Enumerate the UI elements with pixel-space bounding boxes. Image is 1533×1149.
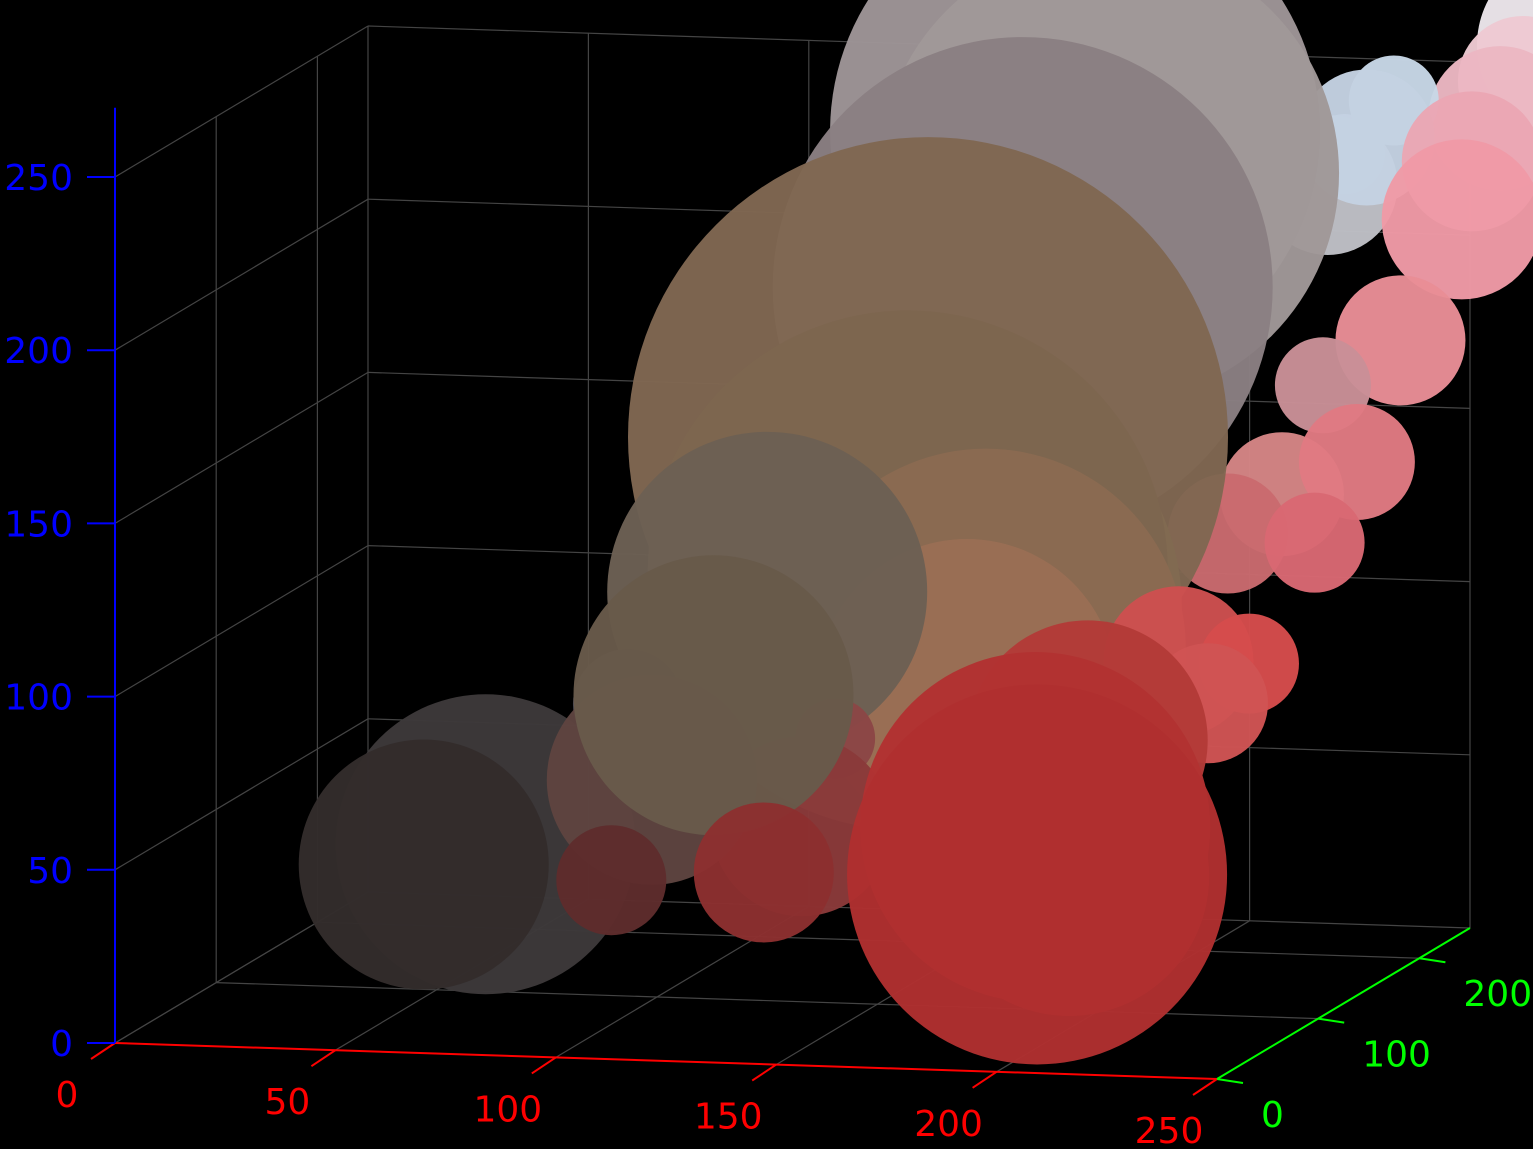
grid-line-side-z-2 [114, 545, 369, 698]
y-tick-label-2: 200 [1463, 974, 1532, 1015]
y-tick-0 [1216, 1078, 1244, 1084]
bubble-5 [556, 825, 667, 936]
x-tick-3 [751, 1063, 777, 1082]
x-tick-label-1: 50 [264, 1082, 310, 1123]
z-tick-label-3: 150 [4, 504, 73, 545]
x-tick-label-2: 100 [473, 1089, 542, 1130]
x-axis-line [114, 1042, 1218, 1080]
grid-line-side-z-5 [114, 25, 369, 178]
y-axis-line [1216, 927, 1471, 1080]
bubble-30 [1264, 492, 1365, 593]
grid-line-side-z-3 [114, 371, 369, 524]
x-tick-label-5: 250 [1135, 1111, 1204, 1149]
y-tick-label-0: 0 [1261, 1095, 1284, 1136]
x-tick-label-0: 0 [56, 1075, 79, 1116]
z-tick-label-4: 200 [4, 331, 73, 372]
y-tick-2 [1419, 957, 1446, 964]
x-tick-2 [531, 1056, 557, 1075]
bubble-8 [573, 555, 854, 836]
bubble-1 [298, 739, 549, 990]
x-tick-label-3: 150 [694, 1097, 763, 1138]
axis-layer: 0 50 100 150 200 250 0 100 200 0 50 100 150 200 250 [4, 107, 1532, 1149]
x-tick-1 [310, 1049, 336, 1068]
z-tick-label-5: 250 [4, 158, 73, 199]
x-tick-4 [972, 1070, 998, 1089]
x-tick-5 [1192, 1078, 1218, 1096]
z-tick-label-0: 0 [50, 1024, 73, 1065]
grid-line-side-z-1 [114, 718, 369, 871]
bubble-31 [1298, 404, 1415, 521]
grid-line-side-z-4 [114, 198, 369, 351]
bubble-18 [693, 802, 834, 943]
bubble-22 [847, 684, 1228, 1065]
z-tick-label-2: 100 [4, 678, 73, 719]
y-tick-label-1: 100 [1362, 1035, 1431, 1076]
x-tick-label-4: 200 [914, 1104, 983, 1145]
bubble-33 [1381, 139, 1533, 300]
x-tick-0 [90, 1042, 116, 1060]
z-tick-label-1: 50 [27, 851, 73, 892]
y-tick-1 [1318, 1017, 1345, 1024]
bubble-layer [298, 0, 1533, 1065]
